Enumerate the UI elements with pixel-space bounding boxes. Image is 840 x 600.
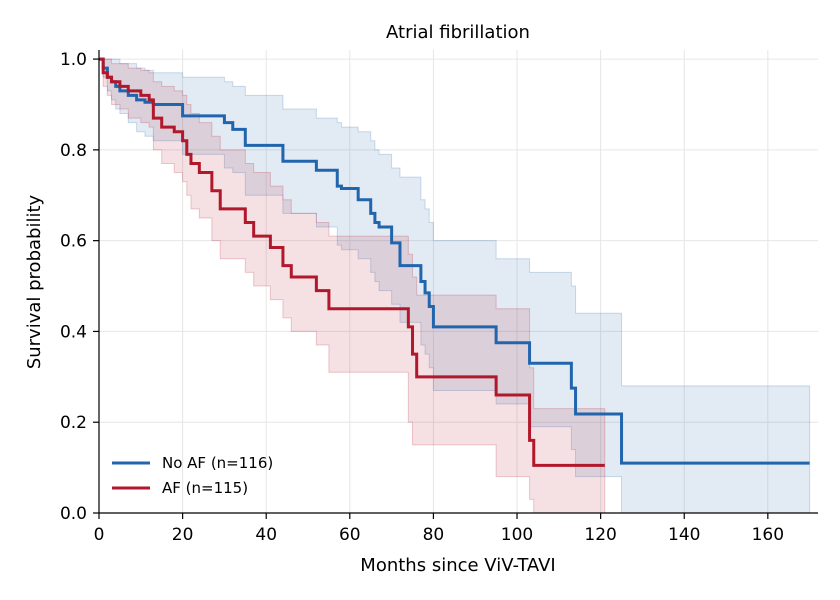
x-tick-label: 80 [423,525,445,545]
x-axis-label: Months since ViV-TAVI [360,555,555,576]
x-tick-label: 60 [339,525,361,545]
y-tick-label: 0.2 [60,413,87,433]
survival-line-series-1 [99,57,605,467]
y-tick-label: 0.0 [60,504,87,524]
y-tick-label: 0.6 [60,232,87,252]
y-axis-label: Survival probability [24,194,45,369]
legend-label-series-1: AF (n=115) [162,479,248,497]
legend: No AF (n=116) AF (n=115) [112,454,273,497]
y-axis-ticks: 0.0 0.2 0.4 0.6 0.8 1.0 [60,50,99,524]
x-tick-label: 100 [501,525,533,545]
y-tick-label: 0.4 [60,322,87,342]
confidence-bands [99,58,811,514]
x-tick-label: 120 [584,525,616,545]
x-tick-label: 40 [255,525,277,545]
x-tick-label: 20 [172,525,194,545]
survival-curves [99,57,810,467]
y-tick-label: 0.8 [60,141,87,161]
y-tick-label: 1.0 [60,50,87,70]
grid [98,50,818,514]
axes [98,50,818,514]
chart-title: Atrial fibrillation [386,22,530,43]
x-tick-label: 160 [752,525,784,545]
x-tick-label: 0 [94,525,105,545]
ci-band-series-0 [99,58,811,514]
x-axis-ticks: 0 20 40 60 80 100 120 140 160 [94,513,784,545]
legend-label-series-0: No AF (n=116) [162,454,273,472]
x-tick-label: 140 [668,525,700,545]
